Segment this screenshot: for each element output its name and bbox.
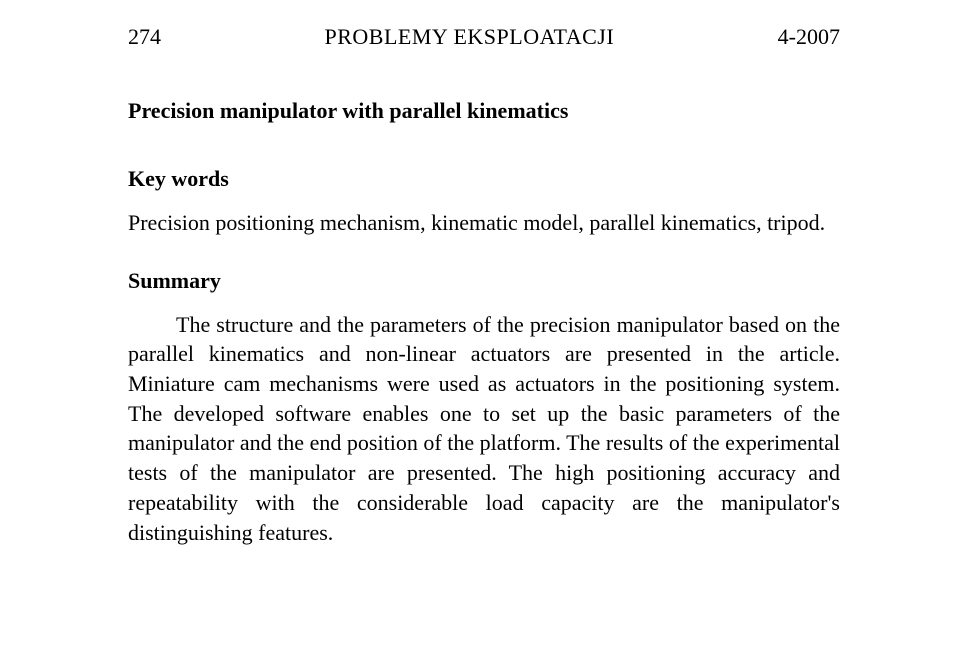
keywords-label: Key words xyxy=(128,166,840,192)
page: 274 PROBLEMY EKSPLOATACJI 4-2007 Precisi… xyxy=(0,0,960,662)
keywords-text: Precision positioning mechanism, kinemat… xyxy=(128,208,840,238)
article-title: Precision manipulator with parallel kine… xyxy=(128,98,840,124)
summary-text: The structure and the parameters of the … xyxy=(128,310,840,548)
journal-title: PROBLEMY EKSPLOATACJI xyxy=(161,24,778,50)
summary-label: Summary xyxy=(128,268,840,294)
running-header: 274 PROBLEMY EKSPLOATACJI 4-2007 xyxy=(128,24,840,50)
issue-number: 4-2007 xyxy=(778,24,840,50)
page-number: 274 xyxy=(128,24,161,50)
